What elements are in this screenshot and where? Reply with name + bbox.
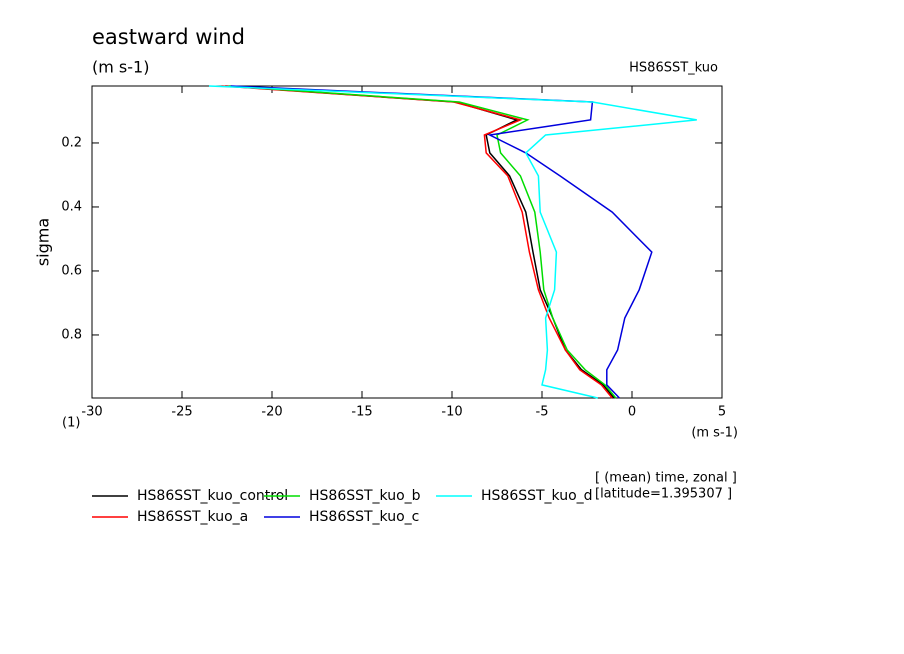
x-tick-label: -20 (261, 405, 282, 420)
experiment-label: HS86SST_kuo (629, 61, 718, 76)
y-tick-label: 0.2 (61, 135, 82, 150)
series-line (208, 85, 697, 399)
series-line (225, 85, 615, 399)
x-tick-label: -10 (441, 405, 462, 420)
legend-label: HS86SST_kuo_c (309, 509, 419, 525)
series-line (230, 85, 653, 399)
x-tick-label: -30 (81, 405, 102, 420)
legend-label: HS86SST_kuo_b (309, 488, 421, 504)
y-axis-label: sigma (34, 218, 53, 266)
annotation: [latitude=1.395307 ] (595, 487, 732, 502)
plot-frame (91, 85, 723, 399)
x-axis-label: (m s-1) (691, 426, 738, 441)
y-tick-label: 0.8 (61, 327, 82, 342)
annotation: [ (mean) time, zonal ] (595, 471, 737, 486)
y-tick-label: 0.6 (61, 263, 82, 278)
x-tick-label: 5 (718, 405, 726, 420)
x-tick-label: -15 (351, 405, 372, 420)
x-tick-label: -5 (536, 405, 549, 420)
x-tick-label: 0 (628, 405, 636, 420)
x-tick-label: -25 (171, 405, 192, 420)
y-tick-label: 0.4 (61, 199, 82, 214)
chart-title: eastward wind (92, 25, 245, 49)
series-line (228, 85, 617, 399)
legend-label: HS86SST_kuo_d (481, 488, 593, 504)
legend-label: HS86SST_kuo_a (137, 509, 248, 525)
chart-subtitle: (m s-1) (92, 58, 149, 77)
legend-label: HS86SST_kuo_control (137, 488, 288, 504)
y-unit: (1) (62, 416, 80, 431)
series-line (221, 85, 613, 399)
